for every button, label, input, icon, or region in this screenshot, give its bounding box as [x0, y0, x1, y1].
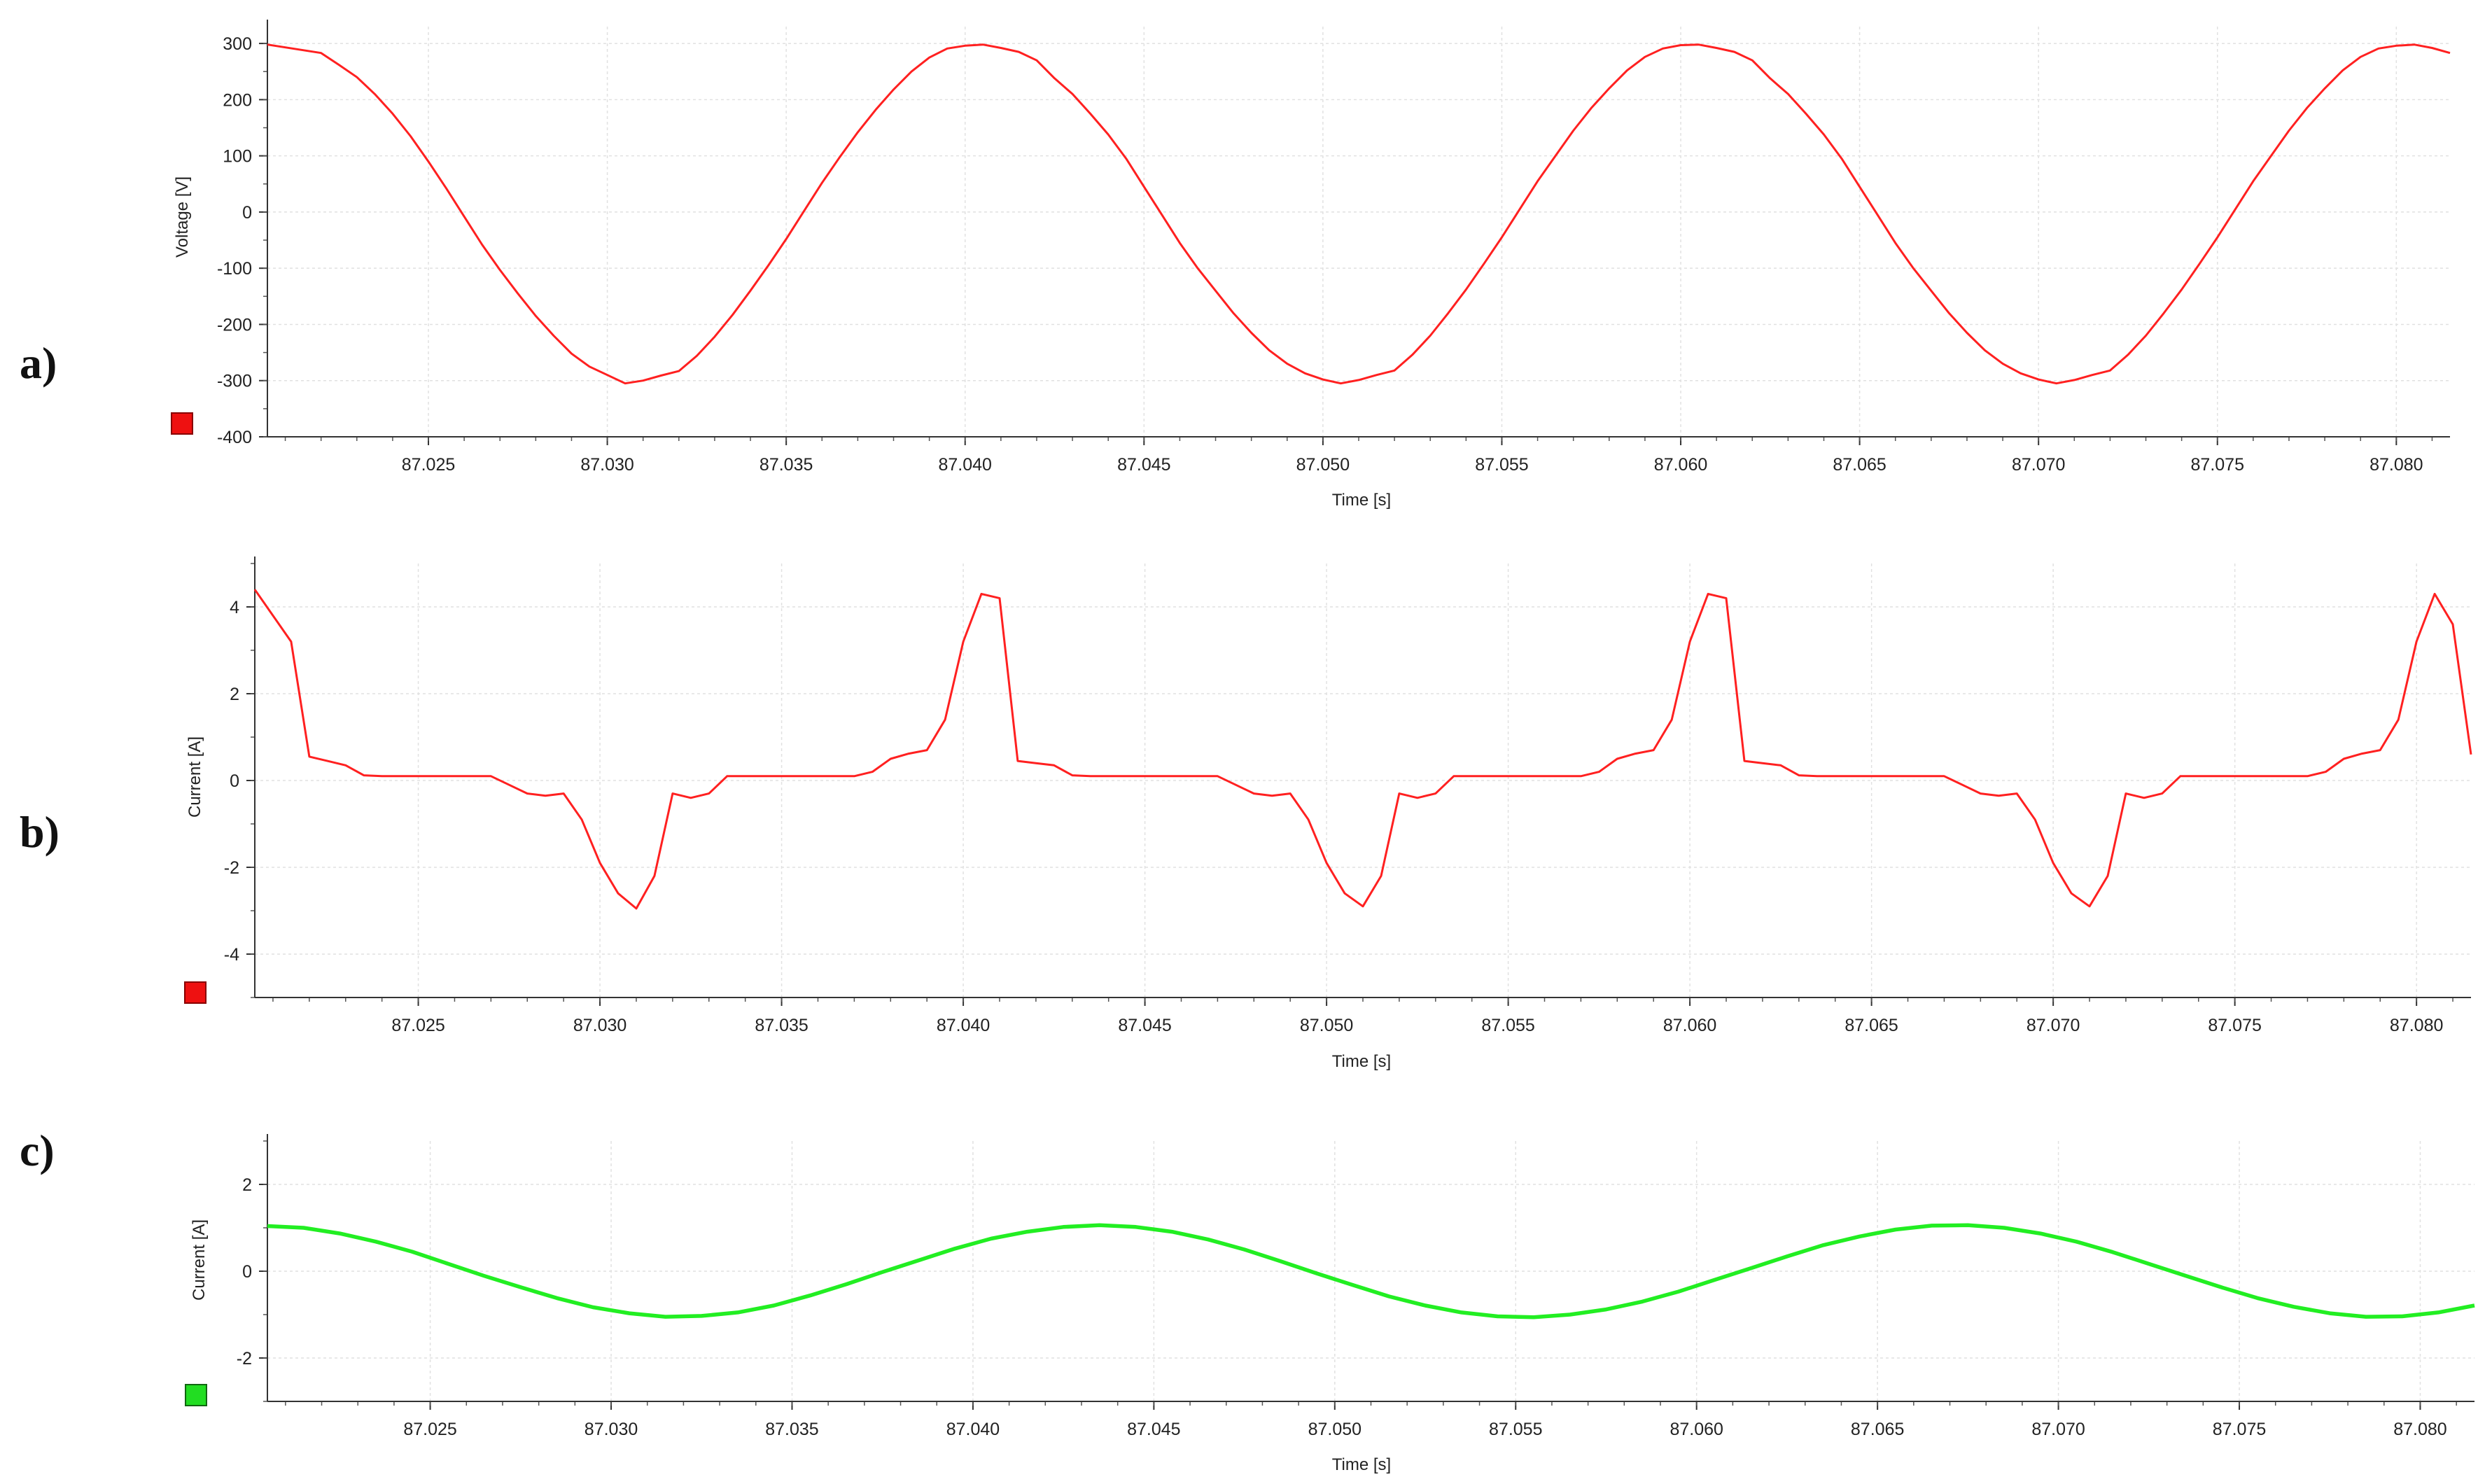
x-tick-label: 87.030	[573, 1016, 626, 1035]
x-tick-label: 87.055	[1489, 1420, 1542, 1439]
x-tick-label: 87.060	[1654, 455, 1707, 475]
y-tick-label: 100	[223, 147, 252, 167]
y-tick-label: 2	[242, 1175, 252, 1195]
x-tick-label: 87.060	[1670, 1420, 1723, 1439]
x-tick-label: 87.065	[1833, 455, 1886, 475]
x-tick-label: 87.045	[1118, 1016, 1171, 1035]
x-axis-label: Time [s]	[1332, 1455, 1391, 1474]
x-tick-label: 87.075	[2191, 455, 2244, 475]
series-line	[267, 1223, 2475, 1320]
x-tick-label: 87.080	[2390, 1016, 2443, 1035]
x-tick-label: 87.030	[584, 1420, 638, 1439]
x-tick-label: 87.050	[1296, 455, 1350, 475]
y-tick-label: -2	[237, 1349, 252, 1368]
series-line	[253, 589, 2472, 910]
x-tick-label: 87.070	[2012, 455, 2065, 475]
x-tick-label: 87.075	[2208, 1016, 2261, 1035]
grid	[267, 27, 2450, 438]
y-tick-label: 0	[242, 203, 252, 223]
y-tick-label: 0	[242, 1262, 252, 1282]
x-tick-label: 87.035	[760, 455, 813, 475]
x-tick-label: 87.025	[402, 455, 455, 475]
x-tick-label: 87.050	[1308, 1420, 1362, 1439]
y-tick-label: 0	[230, 771, 239, 791]
x-tick-label: 87.070	[2031, 1420, 2085, 1439]
x-tick-label: 87.045	[1117, 455, 1170, 475]
x-tick-label: 87.035	[755, 1016, 808, 1035]
legend-swatch[interactable]	[171, 412, 193, 435]
x-tick-label: 87.070	[2026, 1016, 2080, 1035]
y-tick-label: -400	[217, 428, 252, 447]
x-tick-label: 87.040	[946, 1420, 1000, 1439]
y-axis-label: Voltage [V]	[173, 176, 192, 258]
y-tick-label: -2	[224, 858, 239, 878]
x-tick-label: 87.055	[1475, 455, 1528, 475]
plot-area	[267, 1223, 2475, 1320]
y-axis-label: Current [A]	[190, 1219, 209, 1301]
x-tick-label: 87.050	[1300, 1016, 1353, 1035]
x-axis-label: Time [s]	[1332, 1052, 1391, 1071]
x-tick-label: 87.060	[1663, 1016, 1716, 1035]
x-tick-label: 87.025	[403, 1420, 456, 1439]
plot-area	[253, 589, 2472, 910]
axes: 87.025 87.030 87.035 87.040 87.045 87.050 87.0…	[217, 20, 2450, 475]
grid	[267, 1141, 2474, 1401]
x-tick-label: 87.040	[937, 1016, 990, 1035]
y-tick-label: 2	[230, 685, 239, 704]
y-axis-label: Current [A]	[186, 736, 204, 818]
current-chart-panel-c: c) 87.025 87.030 87.035 87.040 87.045 87.050 8…	[20, 1126, 2475, 1474]
axes: 87.025 87.030 87.035 87.040 87.045 87.050 87.0…	[237, 1134, 2474, 1439]
y-tick-label: -4	[224, 945, 239, 965]
legend-swatch[interactable]	[185, 1384, 207, 1406]
axes: 87.025 87.030 87.035 87.040 87.045 87.050 87.0…	[224, 556, 2471, 1035]
x-tick-label: 87.055	[1481, 1016, 1534, 1035]
y-tick-label: 300	[223, 34, 252, 54]
x-tick-label: 87.045	[1127, 1420, 1180, 1439]
x-tick-label: 87.065	[1851, 1420, 1904, 1439]
grid	[255, 564, 2471, 997]
x-tick-label: 87.080	[2393, 1420, 2446, 1439]
x-tick-label: 87.035	[765, 1420, 818, 1439]
x-tick-label: 87.025	[391, 1016, 444, 1035]
plot-area	[267, 43, 2451, 385]
x-tick-label: 87.040	[939, 455, 992, 475]
current-chart-panel-b: b) 87.025 87.030 87.035 87.040 87.045 87.050 8…	[20, 556, 2472, 1071]
y-tick-label: -200	[217, 315, 252, 335]
panel-label-c: c)	[20, 1126, 55, 1175]
y-tick-label: 4	[230, 598, 239, 617]
x-tick-label: 87.075	[2213, 1420, 2266, 1439]
x-tick-label: 87.030	[580, 455, 634, 475]
y-tick-label: -100	[217, 259, 252, 279]
panel-label-b: b)	[20, 807, 59, 857]
panel-label-a: a)	[20, 338, 57, 388]
x-tick-label: 87.065	[1844, 1016, 1898, 1035]
legend-swatch[interactable]	[184, 981, 206, 1004]
x-axis-label: Time [s]	[1332, 491, 1391, 510]
series-line	[267, 43, 2451, 385]
voltage-chart-panel: a) 87.025 87.030 87.035 87.040 87.045 87.050 8…	[20, 20, 2451, 510]
y-tick-label: 200	[223, 90, 252, 110]
x-tick-label: 87.080	[2370, 455, 2423, 475]
y-tick-label: -300	[217, 372, 252, 391]
